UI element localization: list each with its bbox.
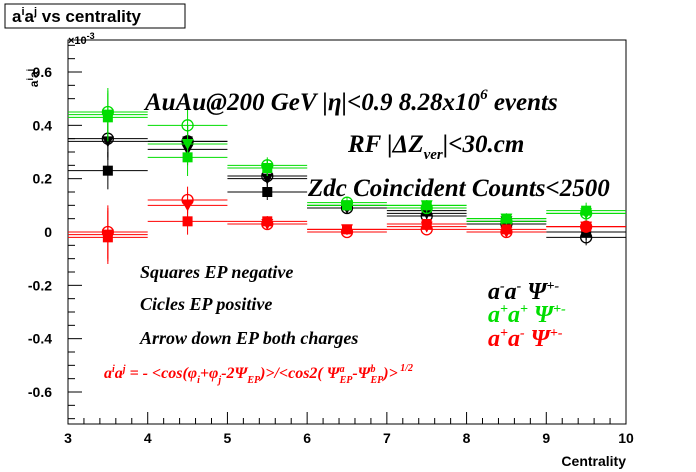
annotation-run-info: AuAu@200 GeV |η|<0.9 8.28x106 events RF … [143,87,610,202]
y-exponent-label: ×10-3 [68,31,95,47]
series-a+a+-triangle-down [68,90,626,225]
data-point-triangle [261,173,274,185]
chart-title: aiaj vs centrality [12,6,142,26]
annotation-line3: Zdc Coincident Counts<2500 [307,175,610,202]
data-point-triangle [101,229,114,241]
legend-squares: Squares EP negative [140,262,293,282]
axes-ticks [67,44,627,424]
marker-legend: Squares EP negative Cicles EP positive A… [139,262,358,348]
data-point-triangle [500,213,513,225]
x-axis-label: Centrality [561,453,626,469]
data-point-square [182,216,193,227]
data-point-triangle [181,139,194,150]
annotation-line2: RF |ΔZver|<30.cm [347,131,524,163]
legend-arrows: Arrow down EP both charges [139,328,358,348]
x-tick-label: 4 [144,430,152,446]
y-tick-label: 0.2 [33,171,53,187]
charge-legend-aminus-aminus: a-a- Ψ+- [488,279,560,305]
x-tick-label: 10 [618,430,634,446]
y-tick-label: -0.4 [28,331,52,347]
charge-legend: a-a- Ψ+- a+a+ Ψ+- a+a- Ψ+- [488,279,566,352]
data-layer [68,88,626,264]
series-a+a--triangle-down [68,192,626,262]
charge-legend-aplus-aminus: a+a- Ψ+- [488,326,563,352]
data-point-triangle [341,224,353,236]
data-point-triangle [261,163,274,174]
x-tick-label: 7 [383,430,391,446]
data-point-triangle [101,136,114,148]
y-tick-label: 0.6 [33,64,53,80]
x-tick-label: 5 [224,430,232,446]
y-axis-label: aiaj [25,69,41,87]
chart-title-box: aiaj vs centrality [4,3,186,29]
data-point-square [262,187,273,197]
y-tick-label: 0 [44,224,52,240]
y-tick-label: -0.2 [28,277,52,293]
data-point-square [102,165,113,176]
charge-legend-aplus-aplus: a+a+ Ψ+- [488,302,566,328]
data-point-triangle [500,227,513,238]
annotation-line1: AuAu@200 GeV |η|<0.9 8.28x106 events [143,87,558,116]
y-tick-label: 0.4 [33,117,53,133]
x-tick-label: 8 [463,430,471,446]
x-tick-labels: 3 4 5 6 7 8 9 10 [64,430,634,446]
data-point-triangle [420,200,433,212]
data-point-triangle [580,208,593,220]
data-point-triangle [341,200,353,212]
y-tick-labels: -0.6 -0.4 -0.2 0 0.2 0.4 0.6 [28,64,52,400]
data-point-triangle [580,221,593,233]
series-a+a--square [68,208,626,264]
data-point-triangle [420,221,433,233]
x-tick-label: 9 [542,430,550,446]
x-tick-label: 3 [64,430,72,446]
x-tick-label: 6 [303,430,311,446]
y-tick-label: -0.6 [28,384,52,400]
data-point-triangle [181,200,194,212]
data-point-triangle [261,219,274,230]
annotation-formula: aiaj = - <cos(φi+φj-2ΨEP)>/<cos2( Ψa EP-Ψ… [104,363,413,386]
data-point-triangle [101,109,114,121]
legend-circles: Cicles EP positive [140,294,272,314]
